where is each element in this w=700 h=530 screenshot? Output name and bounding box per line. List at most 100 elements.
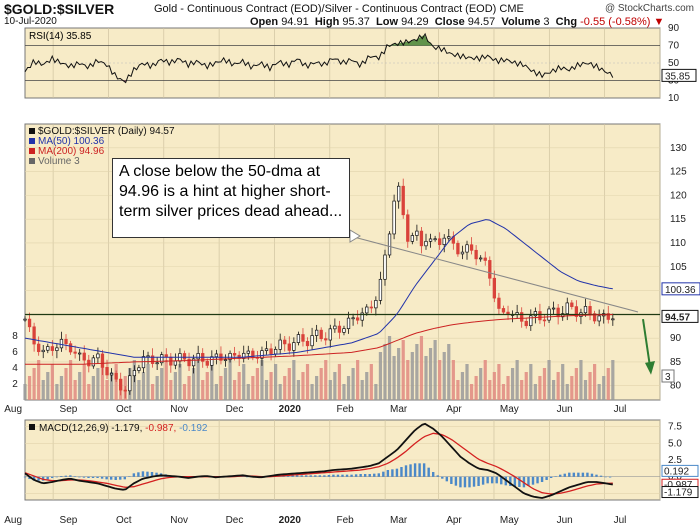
candle (533, 311, 538, 317)
volume-last-tag (661, 369, 675, 383)
candle (524, 320, 528, 327)
macd-line (24, 422, 613, 499)
macd-histogram-bar (409, 464, 412, 477)
candle (301, 334, 305, 342)
volume-bar (141, 372, 146, 400)
volume-bar (374, 384, 378, 400)
candle (46, 346, 50, 351)
macd-histogram-bar (155, 472, 158, 477)
macd-histogram-bar (599, 475, 603, 477)
volume-bar (41, 380, 45, 400)
volume-bar (538, 376, 542, 400)
macd-tick-label: 7.5 (668, 422, 682, 433)
macd-value-tag-text: -1.179 (664, 488, 693, 499)
candle (583, 306, 588, 314)
volume-bar (492, 372, 496, 400)
candle (551, 307, 556, 310)
candle (105, 367, 109, 376)
macd-histogram-bar (495, 476, 498, 484)
candle (561, 313, 565, 318)
candle (597, 315, 601, 322)
candle (479, 257, 483, 260)
candle (27, 318, 32, 328)
macd-legend-swatch (29, 424, 35, 430)
macd-histogram-bar (418, 463, 421, 477)
candle (87, 359, 91, 367)
candle (50, 346, 54, 351)
x-tick-label: Apr (446, 404, 462, 415)
volume-bar (346, 376, 351, 400)
macd-histogram-bar (559, 474, 562, 477)
candle (205, 361, 209, 366)
rsi-tick-label: 70 (668, 41, 680, 52)
x-tick-label-bottom: Oct (116, 515, 132, 526)
macd-histogram-bar (572, 472, 576, 477)
x-tick-label: Oct (116, 404, 132, 415)
x-tick-label: Feb (337, 404, 355, 415)
volume-bar (602, 376, 606, 400)
macd-histogram-bar (46, 476, 49, 480)
candle (574, 306, 579, 317)
macd-histogram-bar (146, 471, 149, 477)
candle (565, 302, 569, 314)
ma50-last-value: 100.36 (665, 285, 696, 296)
symbol-description: Gold - Continuous Contract (EOD)/Silver … (154, 3, 524, 15)
volume-bar (392, 356, 396, 400)
price-last-tag (661, 309, 699, 323)
candle (415, 230, 419, 236)
volume-bar (465, 364, 469, 400)
candle (260, 350, 264, 359)
volume-bar (214, 384, 218, 400)
volume-bar (460, 372, 465, 400)
candle (428, 238, 433, 242)
price-legend-swatch (29, 138, 35, 144)
volume-bar (178, 364, 182, 400)
volume-bar (274, 364, 278, 400)
volume-bar (283, 376, 287, 400)
volume-label: Volume (501, 16, 541, 28)
volume-bar (433, 340, 437, 400)
macd-histogram-bar (350, 474, 353, 477)
candle (191, 358, 196, 367)
macd-histogram-bar (55, 476, 58, 478)
candle (114, 372, 118, 380)
candle (497, 297, 501, 309)
volume-bar (551, 380, 556, 400)
volume-bar (155, 376, 159, 400)
macd-hist-tag-text: 0.192 (664, 466, 689, 477)
candle (374, 300, 378, 309)
open-label: Open (250, 16, 279, 28)
macd-histogram-bar (363, 474, 367, 477)
macd-histogram-bar (536, 476, 539, 484)
macd-histogram-bar (545, 476, 548, 480)
volume-bar (351, 368, 355, 400)
candle (387, 233, 392, 256)
macd-histogram-bar (323, 475, 326, 477)
high-value: 95.37 (342, 16, 370, 28)
macd-histogram-bar (69, 475, 72, 477)
macd-histogram-bar (604, 476, 607, 478)
rsi-legend: RSI(14) 35.85 (29, 31, 92, 42)
x-tick-label-bottom: Mar (390, 515, 408, 526)
volume-bar (547, 360, 551, 400)
candle (296, 334, 301, 343)
x-tick-label: Jun (557, 404, 573, 415)
macd-histogram-bar (318, 475, 322, 477)
candle (456, 242, 460, 255)
volume-bar (383, 344, 387, 400)
rsi-tick-label: 50 (668, 58, 680, 69)
x-tick-label-bottom: Apr (446, 515, 462, 526)
candle (401, 185, 405, 216)
macd-tick-label: 2.5 (668, 455, 682, 466)
volume-bar (305, 364, 310, 400)
volume-bar (474, 376, 478, 400)
macd-histogram-bar (336, 474, 340, 477)
macd-histogram-bar (590, 473, 594, 477)
volume-bar (160, 368, 164, 400)
volume-bar (205, 372, 209, 400)
macd-histogram-bar (314, 475, 317, 477)
brand-label[interactable]: @ StockCharts.com (604, 3, 694, 14)
macd-histogram-bar (305, 475, 308, 477)
volume-bar (561, 364, 565, 400)
